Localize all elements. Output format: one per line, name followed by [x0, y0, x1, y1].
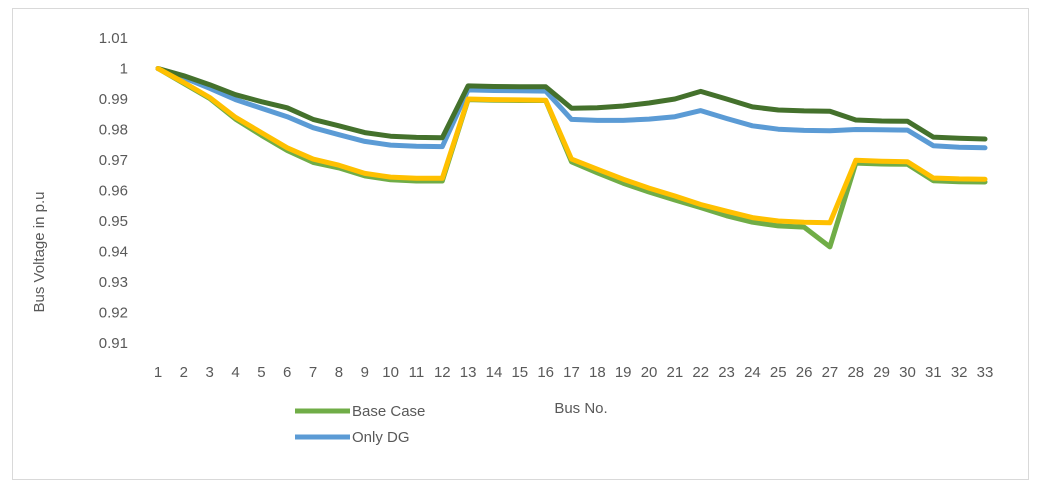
- legend: Base Case Only DG: [295, 403, 425, 446]
- series-lines: [155, 66, 988, 250]
- y-tick-label: 0.98: [99, 122, 128, 139]
- x-tick-label: 20: [641, 364, 658, 381]
- x-tick-label: 9: [361, 364, 369, 381]
- series-line-2: [155, 66, 988, 142]
- x-tick-label: 15: [511, 364, 528, 381]
- x-tick-label: 17: [563, 364, 580, 381]
- x-tick-label: 32: [951, 364, 968, 381]
- x-tick-label: 25: [770, 364, 787, 381]
- x-tick-label: 1: [154, 364, 162, 381]
- legend-label: Base Case: [352, 403, 425, 420]
- x-tick-label: 22: [692, 364, 709, 381]
- y-tick-label: 0.99: [99, 91, 128, 108]
- y-tick-label: 0.94: [99, 244, 128, 261]
- x-tick-label: 18: [589, 364, 606, 381]
- y-tick-label: 0.96: [99, 183, 128, 200]
- x-tick-label: 13: [460, 364, 477, 381]
- x-tick-label: 10: [382, 364, 399, 381]
- legend-label: Only DG: [352, 429, 410, 446]
- y-tick-label: 0.97: [99, 152, 128, 169]
- x-tick-label: 14: [486, 364, 503, 381]
- y-tick-label: 0.91: [99, 335, 128, 352]
- x-tick-label: 33: [977, 364, 994, 381]
- x-tick-label: 27: [822, 364, 839, 381]
- x-tick-label: 28: [847, 364, 864, 381]
- x-tick-label: 30: [899, 364, 916, 381]
- series-line-3: [155, 66, 988, 226]
- x-tick-label: 26: [796, 364, 813, 381]
- series-line-1: [155, 66, 988, 151]
- x-tick-label: 3: [206, 364, 214, 381]
- series-line-0: [155, 66, 988, 250]
- x-tick-label: 12: [434, 364, 451, 381]
- y-tick-label: 0.92: [99, 305, 128, 322]
- x-tick-label: 16: [537, 364, 554, 381]
- x-axis-title: Bus No.: [554, 400, 607, 417]
- x-axis-tick-labels: 1 2 3 4 5 6 7 8 9 10 11 12 13 14 15 16 17 18 19 20 21 22 23 24 2…: [154, 364, 994, 381]
- x-tick-label: 7: [309, 364, 317, 381]
- x-tick-label: 23: [718, 364, 735, 381]
- x-tick-label: 11: [409, 364, 425, 381]
- y-axis-tick-labels: 0.91 0.92 0.93 0.94 0.95 0.96 0.97 0.98 0.99 1 1.0…: [99, 30, 128, 352]
- x-tick-label: 5: [257, 364, 265, 381]
- y-tick-label: 0.93: [99, 274, 128, 291]
- x-tick-label: 2: [180, 364, 188, 381]
- y-tick-label: 1.01: [99, 30, 128, 47]
- x-tick-label: 6: [283, 364, 291, 381]
- y-tick-label: 1: [120, 61, 128, 78]
- y-tick-label: 0.95: [99, 213, 128, 230]
- x-tick-label: 31: [925, 364, 942, 381]
- y-axis-title: Bus Voltage in p.u: [31, 192, 48, 313]
- x-tick-label: 24: [744, 364, 761, 381]
- x-tick-label: 4: [231, 364, 239, 381]
- x-tick-label: 29: [873, 364, 890, 381]
- x-tick-label: 21: [667, 364, 684, 381]
- x-tick-label: 19: [615, 364, 632, 381]
- x-tick-label: 8: [335, 364, 343, 381]
